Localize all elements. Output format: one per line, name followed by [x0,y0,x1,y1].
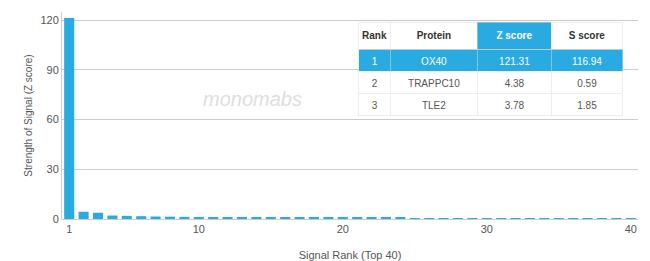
svg-text:Signal Rank (Top 40): Signal Rank (Top 40) [299,249,402,261]
svg-text:S score: S score [569,30,606,41]
svg-text:40: 40 [625,223,637,235]
svg-text:Strength of Signal (Z score): Strength of Signal (Z score) [23,54,34,176]
svg-text:116.94: 116.94 [572,56,602,67]
svg-text:Protein: Protein [417,30,451,41]
svg-text:Rank: Rank [362,30,387,41]
svg-text:121.31: 121.31 [499,56,530,67]
svg-text:1: 1 [372,56,378,67]
svg-text:1.85: 1.85 [577,100,597,111]
svg-text:monomabs: monomabs [203,88,302,110]
svg-text:3: 3 [372,100,378,111]
svg-text:1: 1 [66,223,72,235]
svg-text:10: 10 [193,223,205,235]
svg-text:90: 90 [47,64,59,76]
svg-text:3.78: 3.78 [505,100,525,111]
svg-text:0: 0 [53,213,59,225]
svg-text:TLE2: TLE2 [422,100,446,111]
svg-text:2: 2 [372,78,378,89]
svg-text:TRAPPC10: TRAPPC10 [408,78,460,89]
svg-text:Z score: Z score [496,30,532,41]
svg-text:30: 30 [481,223,493,235]
svg-text:60: 60 [47,113,59,125]
svg-text:4.38: 4.38 [505,78,525,89]
svg-text:120: 120 [40,14,58,26]
svg-text:0.59: 0.59 [577,78,597,89]
svg-text:OX40: OX40 [421,56,447,67]
svg-text:30: 30 [47,163,59,175]
svg-text:20: 20 [337,223,349,235]
